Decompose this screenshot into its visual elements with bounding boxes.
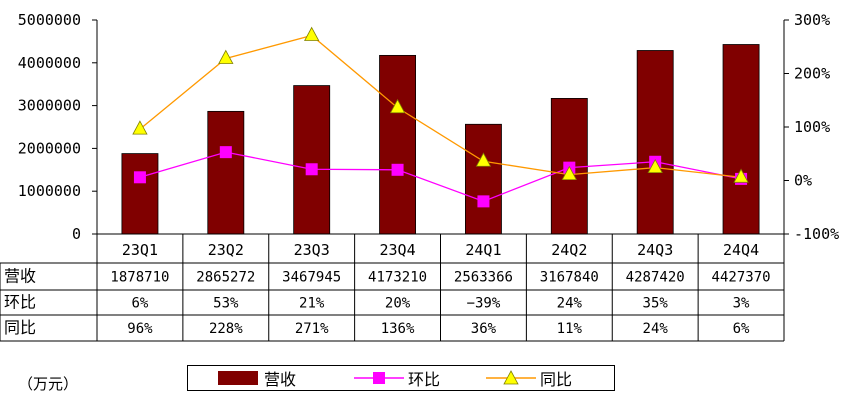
right-tick-label: 200% xyxy=(794,65,830,83)
right-tick-label: 300% xyxy=(794,11,830,29)
revenue-bar xyxy=(465,123,502,235)
table-cell: 21% xyxy=(299,296,325,312)
right-tick-label: 100% xyxy=(794,118,830,136)
qoq-point xyxy=(219,146,232,159)
table-cell: 228% xyxy=(209,321,243,337)
revenue-bar xyxy=(207,110,245,235)
legend: 营收 环比 同比 xyxy=(187,365,615,391)
table-cell: 3% xyxy=(733,296,750,312)
table-cell: −39% xyxy=(467,296,501,312)
left-tick-label: 3000000 xyxy=(18,97,81,115)
revenue-bar xyxy=(293,85,331,235)
yoy-point xyxy=(218,49,234,64)
left-tick-label: 5000000 xyxy=(18,11,81,29)
qoq-point xyxy=(305,163,318,176)
yoy-line xyxy=(139,34,742,178)
left-tick-label: 1000000 xyxy=(18,182,81,200)
category-label: 23Q1 xyxy=(122,241,158,259)
yoy-point xyxy=(475,152,492,167)
left-tick-label: 0 xyxy=(72,225,81,243)
table-cell: 4173210 xyxy=(368,270,427,286)
row-label: 营收 xyxy=(4,267,36,286)
qoq-point xyxy=(391,163,404,176)
table-cell: 3467945 xyxy=(282,270,341,286)
category-label: 23Q4 xyxy=(380,241,416,259)
table-cell: 20% xyxy=(385,296,411,312)
table-cell: 1878710 xyxy=(110,270,169,286)
legend-item-revenue: 营收 xyxy=(216,366,296,390)
legend-qoq-swatch xyxy=(354,372,404,384)
table-cell: 36% xyxy=(471,321,497,337)
category-label: 23Q3 xyxy=(294,241,330,259)
yoy-point xyxy=(561,165,577,181)
category-label: 24Q4 xyxy=(723,241,759,259)
table-cell: 11% xyxy=(557,321,583,337)
data-table: 23Q1 23Q2 23Q3 23Q4 24Q1 24Q2 24Q3 24Q4 营收 187871… xyxy=(0,233,785,342)
legend-qoq-label: 环比 xyxy=(408,370,441,389)
yoy-point xyxy=(304,26,320,41)
table-cell: 4287420 xyxy=(626,270,685,286)
table-cell: 53% xyxy=(213,296,239,312)
category-label: 24Q1 xyxy=(465,241,501,259)
table-cell: 271% xyxy=(295,321,329,337)
qoq-point xyxy=(133,171,146,184)
right-tick-label: 0% xyxy=(794,172,812,190)
qoq-point xyxy=(477,195,490,208)
right-tick-label: -100% xyxy=(794,225,839,243)
plot-area: 0 1000000 2000000 3000000 4000000 5000000 -100… xyxy=(18,11,839,243)
table-cell: 2563366 xyxy=(454,270,513,286)
table-cell: 96% xyxy=(127,321,153,337)
yoy-point xyxy=(132,120,148,135)
table-cell: 3167840 xyxy=(540,270,599,286)
category-label: 23Q2 xyxy=(208,241,244,259)
table-cell: 35% xyxy=(643,296,669,312)
qoq-line xyxy=(139,151,742,203)
unit-label: （万元） xyxy=(18,375,79,393)
left-tick-label: 2000000 xyxy=(18,139,81,157)
table-cell: 136% xyxy=(381,321,415,337)
legend-item-qoq: 环比 xyxy=(354,366,440,390)
legend-revenue-label: 营收 xyxy=(264,370,297,389)
yoy-point xyxy=(647,158,663,174)
legend-yoy-label: 同比 xyxy=(540,370,573,389)
table-cell: 6% xyxy=(733,321,750,337)
revenue-bar xyxy=(722,44,760,235)
category-label: 24Q3 xyxy=(637,241,673,259)
table-cell: 2865272 xyxy=(196,270,255,286)
table-cell: 24% xyxy=(557,296,583,312)
revenue-bar xyxy=(636,50,674,235)
legend-revenue-swatch xyxy=(218,371,258,385)
row-label: 环比 xyxy=(4,293,36,312)
table-cell: 24% xyxy=(643,321,669,337)
yoy-point xyxy=(733,168,749,183)
yoy-point xyxy=(389,98,406,114)
table-cell: 6% xyxy=(132,296,149,312)
row-label: 同比 xyxy=(4,318,36,337)
legend-item-yoy: 同比 xyxy=(486,366,572,390)
legend-yoy-swatch xyxy=(486,370,536,385)
revenue-bar xyxy=(379,54,416,235)
category-label: 24Q2 xyxy=(551,241,587,259)
table-cell: 4427370 xyxy=(712,270,771,286)
left-tick-label: 4000000 xyxy=(18,54,81,72)
revenue-bar xyxy=(121,153,159,235)
